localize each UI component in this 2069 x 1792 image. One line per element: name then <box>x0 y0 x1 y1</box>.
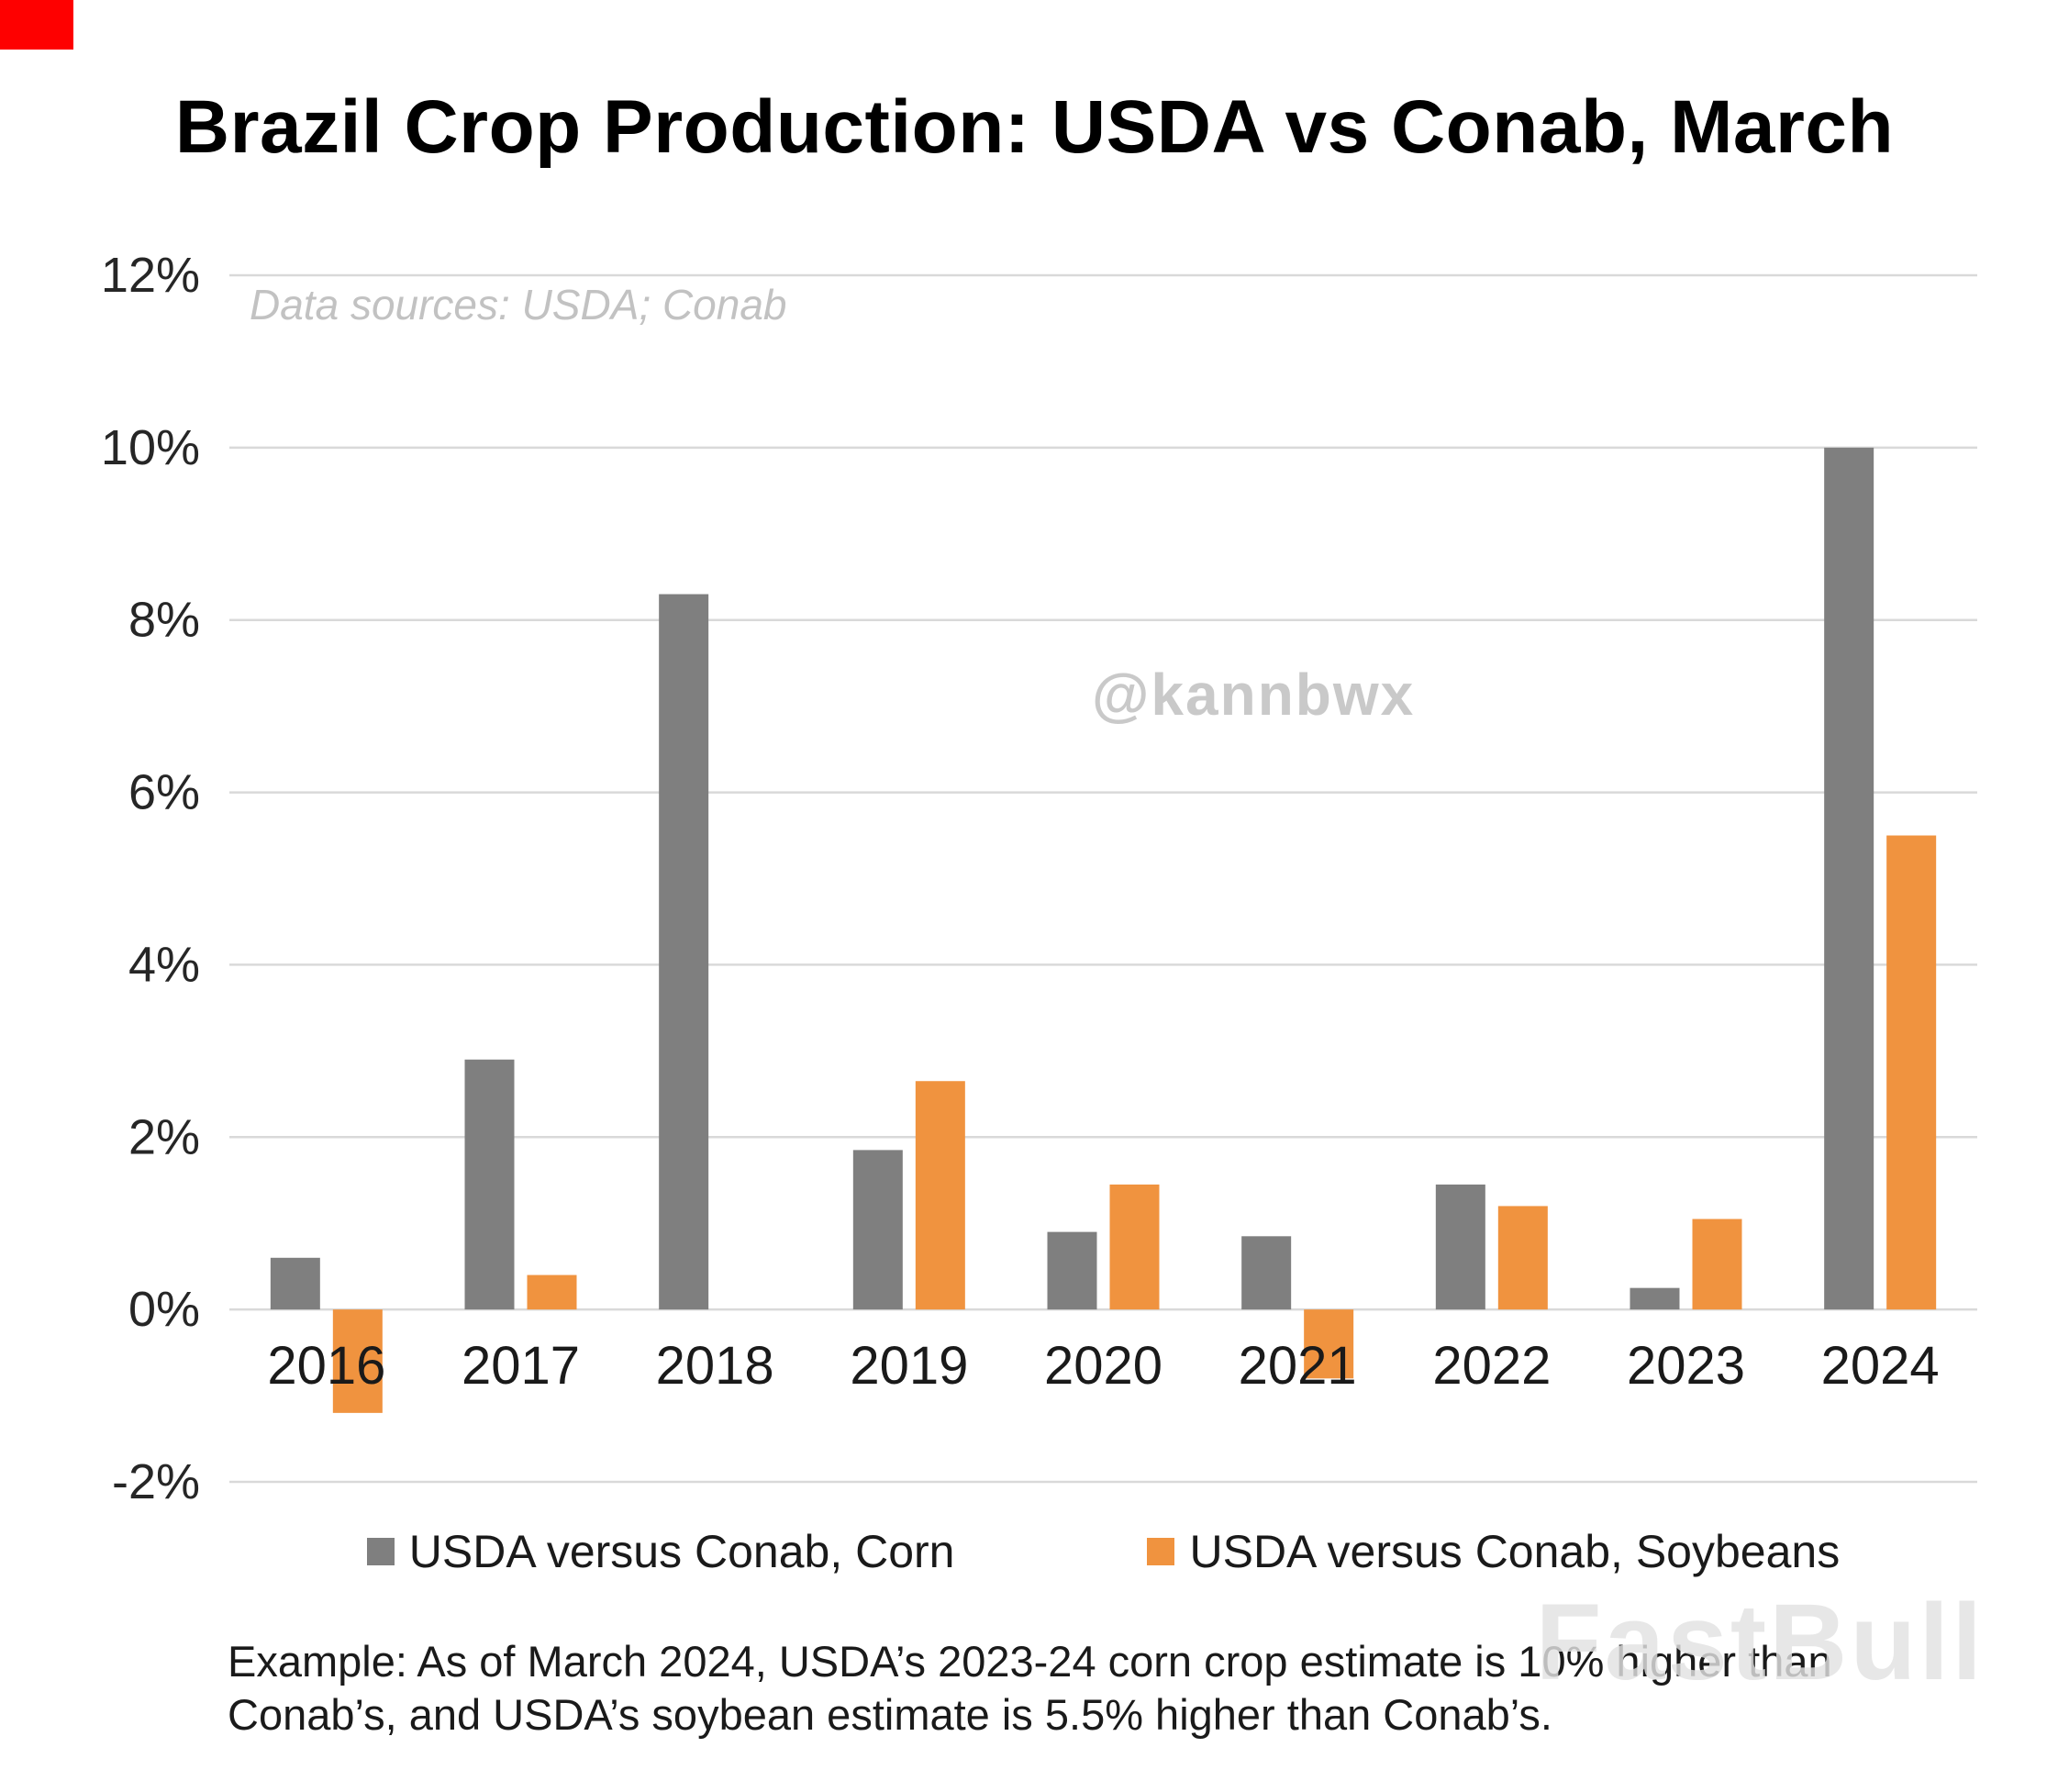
footer-note: Example: As of March 2024, USDA’s 2023-2… <box>228 1635 1832 1742</box>
legend-item-soybeans: USDA versus Conab, Soybeans <box>1147 1525 1840 1578</box>
chart-title: Brazil Crop Production: USDA vs Conab, M… <box>174 85 1895 169</box>
bar-corn-2017 <box>464 1059 515 1310</box>
legend-label-soybeans: USDA versus Conab, Soybeans <box>1189 1526 1841 1577</box>
x-axis-tick-label: 2020 <box>1044 1336 1162 1396</box>
bar-corn-2020 <box>1047 1231 1097 1310</box>
y-axis-tick-label: 12% <box>101 248 200 303</box>
x-axis-tick-label: 2024 <box>1821 1336 1940 1396</box>
y-axis-tick-label: 4% <box>128 937 200 992</box>
soybeans-swatch-icon <box>1147 1538 1175 1565</box>
bar-corn-2024 <box>1824 447 1874 1310</box>
bar-soybeans-2017 <box>527 1274 577 1310</box>
x-axis-tick-label: 2022 <box>1432 1336 1551 1396</box>
x-axis-tick-label: 2016 <box>267 1336 385 1396</box>
bar-corn-2022 <box>1435 1184 1485 1310</box>
chart-legend: USDA versus Conab, Corn USDA versus Cona… <box>229 1525 1977 1578</box>
footer-line-1: Example: As of March 2024, USDA’s 2023-2… <box>228 1637 1832 1686</box>
bar-corn-2018 <box>659 594 709 1310</box>
bar-soybeans-2016 <box>332 1309 383 1413</box>
bar-soybeans-2021 <box>1304 1309 1354 1379</box>
kannbwx-watermark: @kannbwx <box>1092 662 1416 728</box>
bar-soybeans-2023 <box>1692 1219 1742 1310</box>
bar-soybeans-2020 <box>1109 1184 1160 1310</box>
x-axis-tick-label: 2018 <box>656 1336 774 1396</box>
y-axis-tick-label: 2% <box>128 1109 200 1164</box>
x-axis-tick-label: 2021 <box>1239 1336 1357 1396</box>
bar-soybeans-2022 <box>1497 1206 1548 1310</box>
fastbull-watermark: FastBull <box>1535 1582 1985 1703</box>
y-axis-tick-label: 10% <box>101 420 200 475</box>
corn-swatch-icon <box>366 1538 395 1565</box>
bar-soybeans-2024 <box>1886 835 1937 1310</box>
bar-corn-2019 <box>852 1150 903 1310</box>
bar-corn-2023 <box>1630 1287 1680 1310</box>
y-axis-tick-label: 8% <box>128 593 200 648</box>
y-axis-tick-label: 6% <box>128 765 200 820</box>
red-corner-mark <box>0 0 73 50</box>
legend-item-corn: USDA versus Conab, Corn <box>366 1525 955 1578</box>
bar-corn-2021 <box>1241 1236 1292 1310</box>
y-axis-tick-label: 0% <box>128 1282 200 1337</box>
legend-label-corn: USDA versus Conab, Corn <box>408 1526 955 1577</box>
y-axis-tick-label: -2% <box>112 1454 200 1509</box>
footer-line-2: Conab’s, and USDA’s soybean estimate is … <box>228 1690 1552 1740</box>
x-axis-tick-label: 2023 <box>1627 1336 1745 1396</box>
data-sources-note: Data sources: USDA; Conab <box>250 281 787 328</box>
bar-corn-2016 <box>270 1257 320 1310</box>
bar-soybeans-2019 <box>915 1081 965 1310</box>
x-axis-tick-label: 2017 <box>462 1336 580 1396</box>
x-axis-tick-label: 2019 <box>850 1336 968 1396</box>
